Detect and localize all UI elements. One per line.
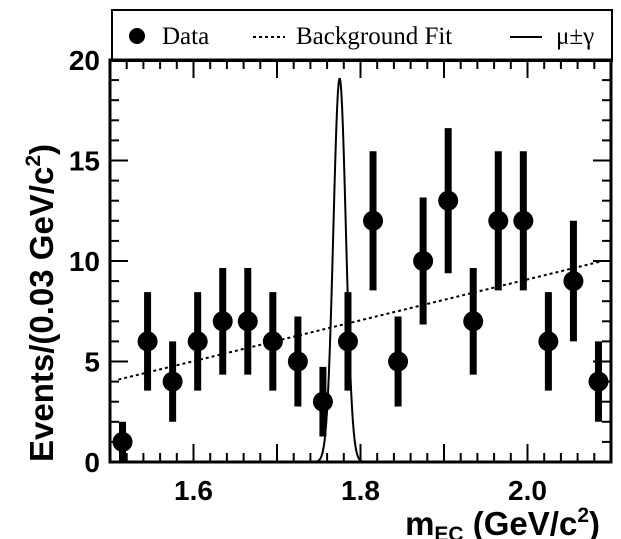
data-point (237, 311, 258, 332)
data-points-layer (112, 128, 609, 462)
signal-curve-layer (289, 77, 390, 463)
plot-frame (108, 58, 613, 464)
x-axis-label-main: m (405, 505, 434, 539)
x-tick-label: 2.0 (508, 475, 547, 506)
data-point (463, 311, 484, 332)
legend-data-marker (129, 28, 145, 44)
axis-ticks: 1.6 1.8 2.0 0 5 10 15 20 (69, 45, 612, 506)
y-axis-label-main: Events/(0.03 GeV/c (23, 167, 60, 462)
data-point (187, 331, 208, 352)
y-axis-label-sup: 2 (22, 155, 45, 167)
signal-curve (289, 77, 390, 463)
y-axis-label-close: ) (23, 144, 60, 155)
x-axis-label-sup: 2 (577, 504, 589, 527)
data-point (312, 391, 333, 412)
data-point (538, 331, 559, 352)
data-point (137, 331, 158, 352)
data-point (337, 331, 358, 352)
y-tick-label: 15 (69, 146, 100, 177)
y-tick-label: 0 (84, 447, 100, 478)
data-point (112, 431, 133, 452)
x-tick-label: 1.6 (174, 475, 213, 506)
data-point (488, 210, 509, 231)
x-axis-label-unit: (GeV/c (464, 505, 578, 539)
legend-fit-label: Background Fit (296, 23, 452, 50)
data-point (162, 371, 183, 392)
y-tick-label: 20 (69, 45, 100, 76)
data-point (388, 351, 409, 372)
data-point (563, 271, 584, 292)
data-point (212, 311, 233, 332)
data-point (262, 331, 283, 352)
legend-signal-label: μ±γ (556, 23, 594, 50)
data-point (287, 351, 308, 372)
x-tick-label: 1.8 (341, 475, 380, 506)
data-point (438, 190, 459, 211)
y-tick-label: 10 (69, 246, 100, 277)
x-axis-label-sub: EC (434, 523, 463, 539)
data-point (413, 251, 434, 271)
data-point (363, 210, 384, 231)
legend-data-label: Data (162, 23, 209, 50)
data-point (513, 210, 534, 231)
y-tick-label: 5 (84, 347, 100, 378)
data-point (588, 371, 609, 392)
x-axis-label: mEC (GeV/c2) (405, 504, 600, 539)
background-fit-line (118, 260, 603, 381)
background-fit-layer (118, 260, 603, 381)
y-axis-label: Events/(0.03 GeV/c2) (22, 144, 60, 462)
legend-box (111, 9, 613, 62)
x-axis-label-close: ) (589, 505, 600, 539)
